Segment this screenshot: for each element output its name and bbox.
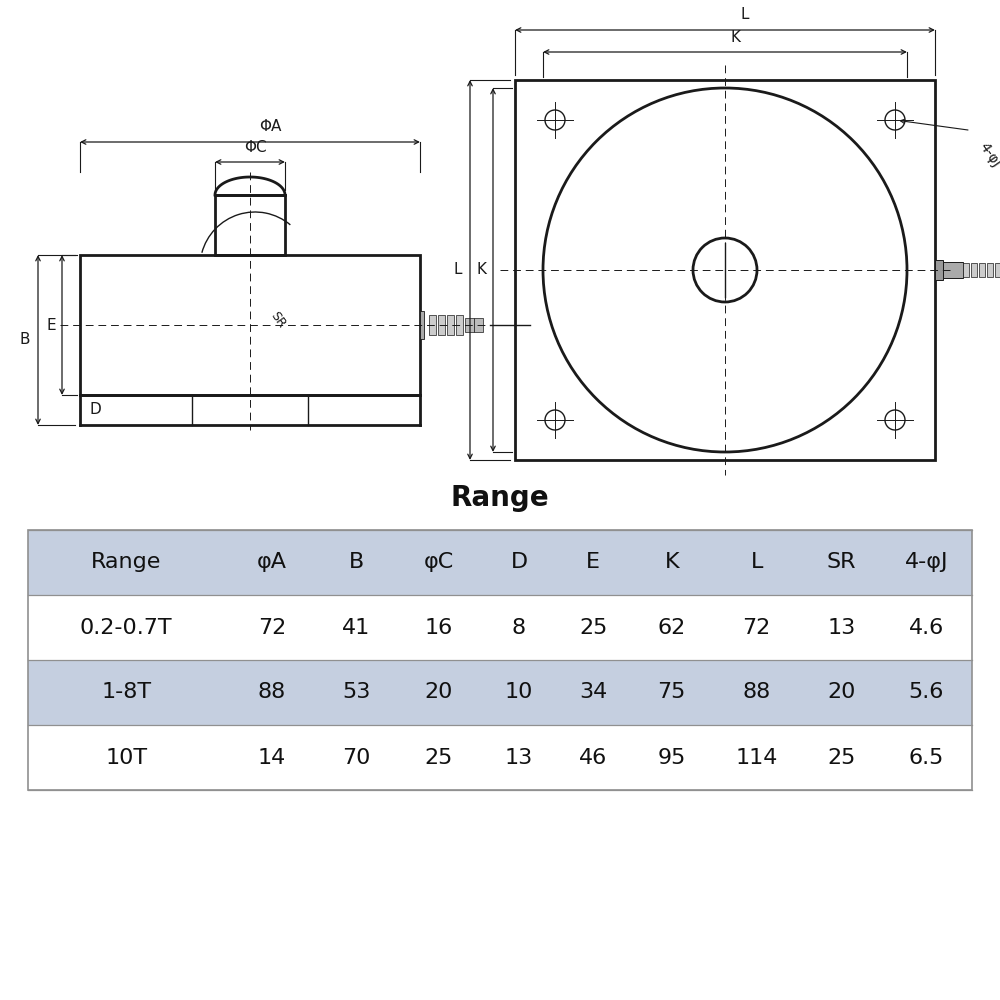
Bar bbox=[28, 595, 972, 660]
Bar bbox=[456, 315, 463, 335]
Text: K: K bbox=[664, 552, 679, 572]
Text: 20: 20 bbox=[827, 682, 856, 702]
Text: 70: 70 bbox=[342, 748, 370, 768]
Text: 10: 10 bbox=[505, 682, 533, 702]
Text: 46: 46 bbox=[579, 748, 607, 768]
Text: B: B bbox=[349, 552, 364, 572]
Bar bbox=[515, 80, 935, 460]
Bar bbox=[429, 315, 436, 335]
Text: φA: φA bbox=[257, 552, 287, 572]
Bar bbox=[28, 660, 972, 725]
Text: 16: 16 bbox=[424, 617, 453, 638]
Text: Range: Range bbox=[451, 484, 549, 512]
Text: 0.2-0.7T: 0.2-0.7T bbox=[80, 617, 173, 638]
Text: 8: 8 bbox=[512, 617, 526, 638]
Text: 62: 62 bbox=[658, 617, 686, 638]
Text: 34: 34 bbox=[579, 682, 607, 702]
Text: SR: SR bbox=[827, 552, 856, 572]
Bar bbox=[80, 255, 420, 395]
Text: 72: 72 bbox=[742, 617, 771, 638]
Bar bbox=[963, 263, 969, 277]
Text: 25: 25 bbox=[579, 617, 607, 638]
Text: 88: 88 bbox=[742, 682, 771, 702]
Bar bbox=[971, 263, 977, 277]
Bar bbox=[474, 318, 483, 332]
Bar bbox=[28, 530, 972, 790]
Bar bbox=[995, 263, 1000, 277]
Text: 20: 20 bbox=[424, 682, 453, 702]
Text: 114: 114 bbox=[735, 748, 778, 768]
Text: E: E bbox=[586, 552, 600, 572]
Text: 75: 75 bbox=[658, 682, 686, 702]
Text: 13: 13 bbox=[505, 748, 533, 768]
Bar bbox=[465, 318, 474, 332]
Text: E: E bbox=[46, 318, 56, 332]
Bar bbox=[420, 311, 424, 339]
Bar bbox=[438, 315, 445, 335]
Text: K: K bbox=[477, 262, 487, 277]
Bar bbox=[943, 262, 963, 278]
Text: 6.5: 6.5 bbox=[909, 748, 944, 768]
Bar bbox=[28, 530, 972, 595]
Text: Range: Range bbox=[91, 552, 161, 572]
Text: L: L bbox=[454, 262, 462, 277]
Text: 72: 72 bbox=[258, 617, 286, 638]
Text: 4-φJ: 4-φJ bbox=[977, 140, 1000, 170]
Text: K: K bbox=[730, 30, 740, 45]
Text: SR: SR bbox=[268, 309, 288, 331]
Text: 4-φJ: 4-φJ bbox=[905, 552, 948, 572]
Text: 88: 88 bbox=[258, 682, 286, 702]
Text: D: D bbox=[510, 552, 528, 572]
Text: B: B bbox=[20, 332, 30, 348]
Text: 4.6: 4.6 bbox=[909, 617, 944, 638]
Bar bbox=[215, 195, 285, 255]
Text: 53: 53 bbox=[342, 682, 370, 702]
Bar bbox=[28, 725, 972, 790]
Text: ΦC: ΦC bbox=[244, 140, 266, 155]
Text: 25: 25 bbox=[424, 748, 453, 768]
Text: L: L bbox=[741, 7, 749, 22]
Text: 1-8T: 1-8T bbox=[101, 682, 151, 702]
Bar bbox=[987, 263, 993, 277]
Text: ΦA: ΦA bbox=[259, 119, 281, 134]
Text: 13: 13 bbox=[827, 617, 856, 638]
Bar bbox=[447, 315, 454, 335]
Bar bbox=[935, 260, 943, 280]
Text: 5.6: 5.6 bbox=[909, 682, 944, 702]
Text: 25: 25 bbox=[827, 748, 856, 768]
Text: L: L bbox=[750, 552, 763, 572]
Text: 95: 95 bbox=[658, 748, 686, 768]
Text: 14: 14 bbox=[258, 748, 286, 768]
Bar bbox=[979, 263, 985, 277]
Text: φC: φC bbox=[423, 552, 454, 572]
Text: 10T: 10T bbox=[105, 748, 147, 768]
Text: 41: 41 bbox=[342, 617, 370, 638]
Text: D: D bbox=[89, 402, 101, 418]
